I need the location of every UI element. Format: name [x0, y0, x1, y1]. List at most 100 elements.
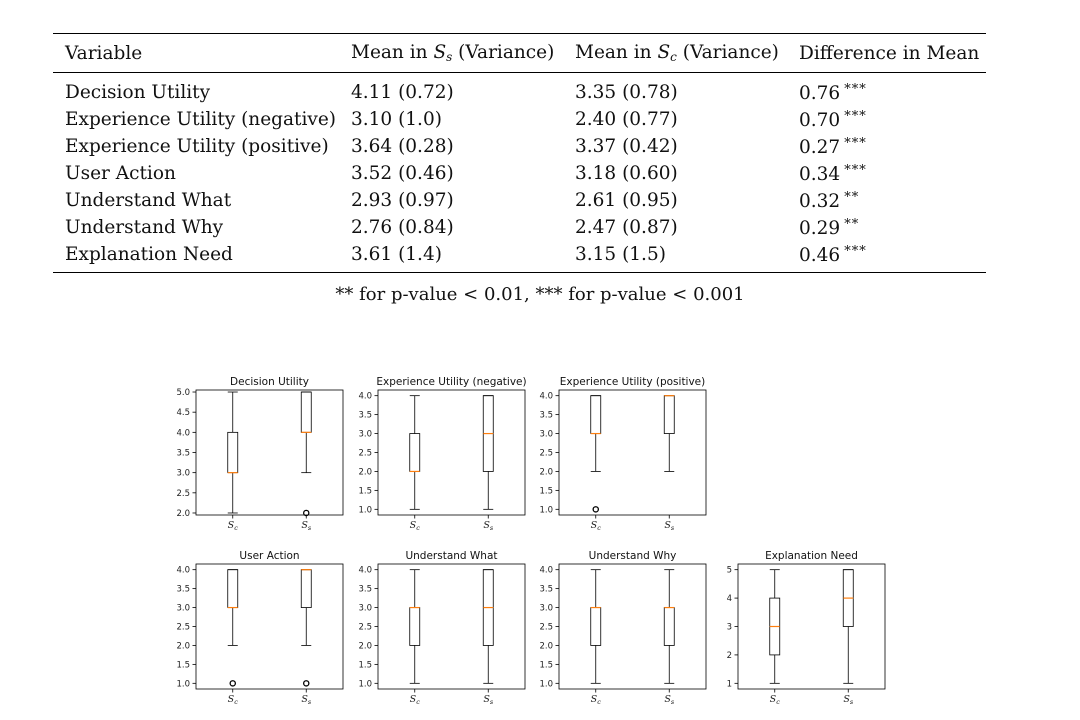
table-row: Experience Utility (positive) 3.64 (0.28)…: [53, 133, 986, 160]
y-tick-label: 3.0: [358, 604, 372, 614]
y-tick-label: 3.0: [176, 469, 190, 479]
y-tick-label: 3.0: [358, 430, 372, 440]
x-tick-label: Sc: [770, 694, 781, 706]
x-tick-label: Ss: [483, 694, 494, 706]
header-text: (Variance): [676, 42, 779, 63]
plot-title: Experience Utility (negative): [376, 376, 526, 388]
box-body: [409, 433, 421, 472]
y-tick-label: 3.5: [539, 585, 553, 595]
header-text: Difference in Mean: [799, 42, 980, 64]
y-tick-label: 2.5: [358, 623, 372, 633]
cell-mean-sc: 3.15 (1.5): [563, 241, 787, 273]
x-tick-label: Sc: [410, 694, 421, 706]
y-tick-label: 4.5: [176, 408, 190, 418]
difference-value: 0.34: [799, 163, 841, 185]
plot-title: Understand What: [405, 550, 497, 562]
difference-value: 0.70: [799, 109, 841, 131]
header-text: Mean in: [351, 42, 434, 63]
plot-title: Understand Why: [589, 550, 677, 562]
box-sc: [590, 569, 602, 684]
y-tick-label: 3.5: [358, 411, 372, 421]
x-label-letter: S: [770, 694, 777, 705]
cell-mean-sc: 3.18 (0.60): [575, 163, 678, 184]
y-tick-label: 3: [727, 623, 732, 633]
significance-stars: ***: [844, 135, 867, 151]
cell-mean-sc: 2.47 (0.87): [575, 217, 678, 238]
outlier-point: [302, 680, 310, 687]
x-tick-label: Ss: [843, 694, 854, 706]
x-tick-label: Ss: [301, 694, 312, 706]
y-tick-label: 4.0: [539, 392, 553, 402]
box-body: [590, 395, 602, 434]
significance-stars: ***: [844, 81, 867, 97]
cell-difference: 0.46 ***: [787, 241, 986, 273]
plot-frame: [195, 389, 344, 516]
y-tick-label: 1.5: [358, 486, 372, 496]
header-mean-ss: Mean in Ss (Variance): [339, 33, 563, 73]
y-tick-label: 2.0: [176, 641, 190, 651]
set-symbol: Ss: [433, 42, 452, 64]
y-tick-label: 3.5: [176, 449, 190, 459]
y-tick-label: 2.0: [358, 641, 372, 651]
cell-mean-ss: 3.10 (1.0): [351, 109, 442, 130]
header-mean-sc: Mean in Sc (Variance): [563, 33, 787, 73]
y-tick-label: 1.5: [176, 660, 190, 670]
cell-mean-sc: 3.35 (0.78): [575, 82, 678, 103]
x-label-subscript: s: [490, 698, 494, 706]
cell-difference: 0.29 **: [787, 214, 986, 241]
plot-frame: [558, 389, 707, 516]
cell-difference: 0.70 ***: [787, 106, 986, 133]
cell-variable: Experience Utility (negative): [65, 109, 337, 130]
y-tick-label: 2.0: [176, 509, 190, 519]
header-text: Mean in: [575, 42, 658, 63]
header-text: Variable: [65, 42, 143, 64]
y-tick-label: 4: [727, 594, 732, 604]
difference-value: 0.46: [799, 244, 841, 266]
significance-stars: ***: [844, 162, 867, 178]
y-tick-label: 2.0: [539, 641, 553, 651]
cell-difference: 0.32 **: [787, 187, 986, 214]
y-tick-label: 3.5: [539, 411, 553, 421]
table-row: User Action 3.52 (0.46) 3.18 (0.60) 0.34 ***: [53, 160, 986, 187]
y-tick-label: 3.0: [176, 604, 190, 614]
boxplot-panel: Experience Utility (negative) 1.0 1.5 2.0 2.…: [358, 376, 526, 532]
box-sc: [409, 395, 421, 510]
header-text: (Variance): [452, 42, 555, 63]
y-tick-label: 1.5: [539, 660, 553, 670]
cell-difference: 0.76 ***: [787, 73, 986, 107]
header-difference: Difference in Mean: [787, 33, 986, 73]
y-tick-label: 3.0: [539, 430, 553, 440]
cell-variable: Understand Why: [65, 217, 224, 238]
x-label-subscript: c: [416, 698, 420, 706]
x-label-letter: S: [664, 694, 671, 705]
set-symbol: Sc: [657, 42, 677, 64]
box-ss: [663, 569, 675, 684]
symbol-subscript: c: [670, 50, 677, 64]
x-tick-label: Sc: [228, 520, 239, 532]
symbol-letter: S: [433, 42, 447, 63]
box-sc: [590, 395, 602, 513]
box-sc: [227, 569, 239, 687]
table-row: Understand Why 2.76 (0.84) 2.47 (0.87) 0.29…: [53, 214, 986, 241]
box-body: [227, 569, 239, 608]
y-tick-label: 2.5: [539, 623, 553, 633]
x-label-letter: S: [591, 694, 598, 705]
x-tick-label: Sc: [591, 694, 602, 706]
x-label-letter: S: [301, 520, 308, 531]
x-label-letter: S: [843, 694, 850, 705]
box-ss: [842, 569, 854, 684]
y-tick-label: 5: [727, 566, 732, 576]
plot-frame: [737, 563, 886, 690]
y-tick-label: 1.0: [539, 679, 553, 689]
difference-value: 0.76: [799, 82, 841, 104]
outlier-point: [229, 680, 236, 687]
y-tick-label: 4.0: [358, 566, 372, 576]
y-tick-label: 2.0: [358, 467, 372, 477]
cell-variable: Explanation Need: [53, 241, 339, 273]
y-tick-label: 1.0: [176, 679, 190, 689]
box-ss: [300, 569, 312, 687]
cell-mean-ss: 3.61 (1.4): [339, 241, 563, 273]
table-row: Decision Utility 4.11 (0.72) 3.35 (0.78) 0.…: [53, 73, 986, 107]
y-tick-label: 2.5: [176, 623, 190, 633]
